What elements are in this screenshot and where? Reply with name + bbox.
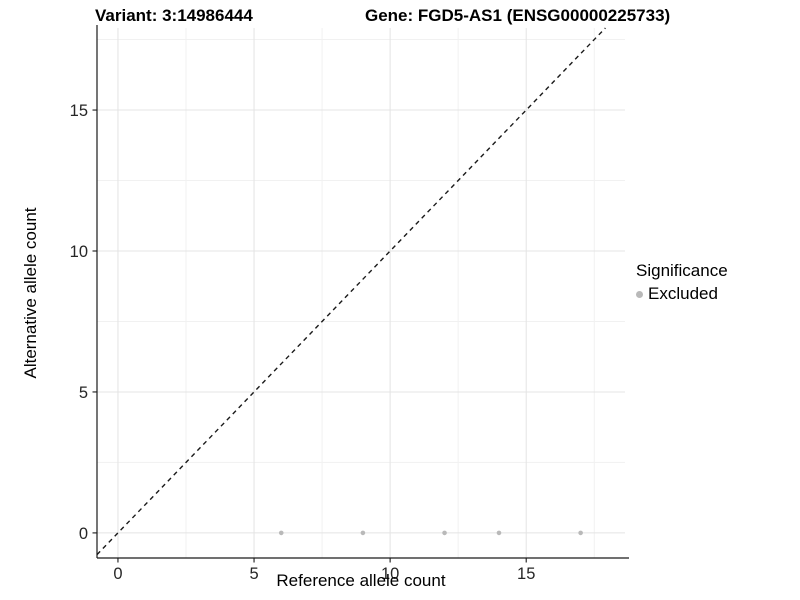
data-point	[496, 530, 502, 536]
svg-text:15: 15	[517, 565, 535, 583]
major-gridlines	[97, 28, 625, 558]
svg-text:10: 10	[70, 243, 88, 261]
minor-gridlines	[97, 28, 625, 558]
excluded-point-swatch	[636, 290, 643, 298]
axis-lines	[96, 25, 629, 559]
legend-title: Significance	[636, 261, 728, 280]
x-axis-title: Reference allele count	[276, 571, 446, 590]
data-point	[360, 530, 366, 536]
legend-item-excluded: Excluded	[636, 284, 728, 304]
svg-text:0: 0	[79, 525, 88, 543]
svg-text:5: 5	[249, 565, 258, 583]
data-point	[278, 530, 284, 536]
legend-item-label: Excluded	[648, 284, 718, 303]
data-point	[578, 530, 583, 536]
svg-text:0: 0	[113, 565, 122, 583]
legend: Significance Excluded	[636, 261, 728, 304]
identity-line	[96, 27, 606, 556]
data-points-excluded	[278, 530, 583, 536]
tick-marks	[92, 109, 527, 563]
y-axis-title: Alternative allele count	[21, 207, 40, 379]
svg-text:5: 5	[79, 384, 88, 402]
variant-title: Variant: 3:14986444	[95, 6, 253, 25]
gene-title: Gene: FGD5-AS1 (ENSG00000225733)	[365, 6, 671, 25]
y-tick-labels: 0 5 10 15	[70, 102, 88, 543]
data-point	[442, 530, 447, 536]
svg-text:15: 15	[70, 102, 88, 120]
svg-text:10: 10	[381, 565, 399, 583]
x-tick-labels: 0 5 10 15	[113, 565, 535, 583]
